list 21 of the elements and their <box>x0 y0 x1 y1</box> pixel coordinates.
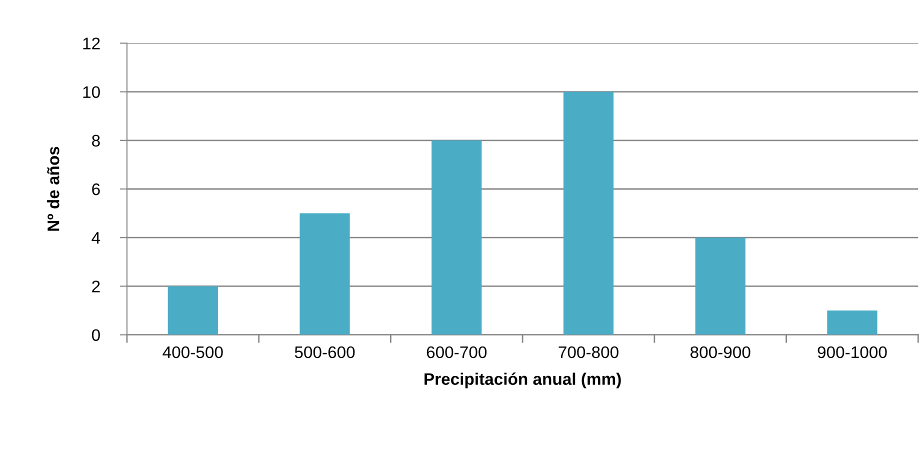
y-tick-label: 6 <box>92 183 100 196</box>
x-tick-label: 700-800 <box>558 346 618 358</box>
x-axis-title: Precipitación anual (mm) <box>424 372 621 388</box>
y-tick-label: 0 <box>92 329 100 342</box>
x-tick-label: 900-1000 <box>818 346 887 358</box>
bar <box>827 310 878 335</box>
x-tick-label: 500-600 <box>294 346 355 358</box>
bar <box>300 213 350 335</box>
bar <box>695 238 746 335</box>
y-axis-title: Nº de años <box>47 146 60 231</box>
x-tick-label: 600-700 <box>426 346 487 358</box>
y-tick-label: 2 <box>92 280 100 292</box>
y-tick-label: 12 <box>83 38 100 50</box>
y-tick-label: 10 <box>83 86 100 98</box>
x-tick-label: 800-900 <box>690 346 750 358</box>
bar <box>432 140 482 335</box>
y-tick-label: 4 <box>92 232 100 244</box>
bar <box>168 286 218 335</box>
bar <box>563 92 614 335</box>
y-tick-label: 8 <box>92 134 100 147</box>
x-tick-label: 400-500 <box>162 346 223 358</box>
